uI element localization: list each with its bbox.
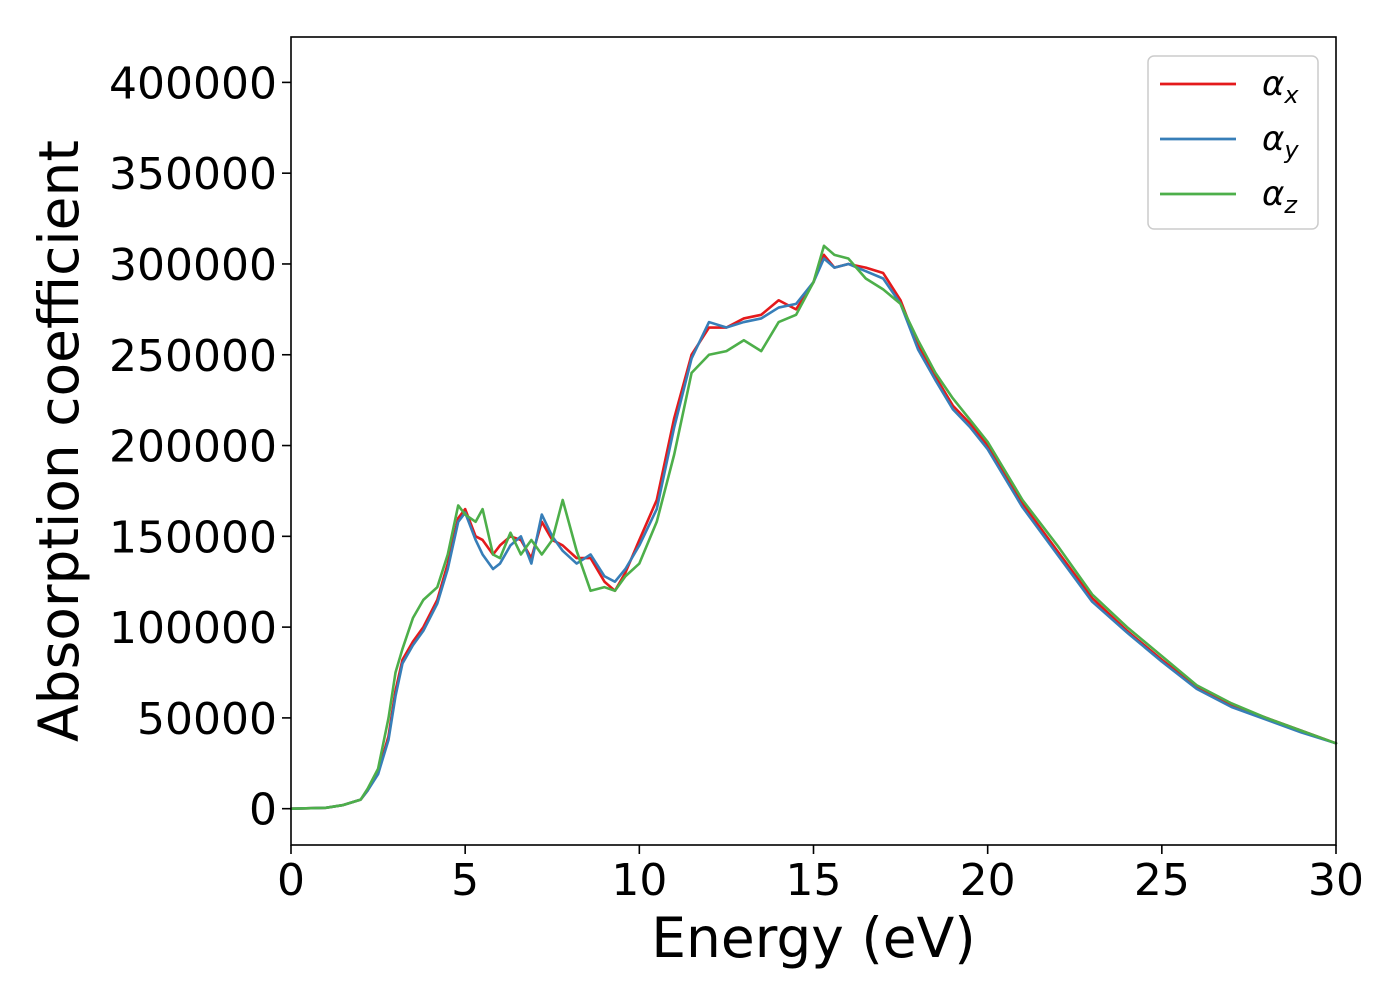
x-tick-label: 20 bbox=[960, 855, 1016, 906]
x-tick-label: 5 bbox=[451, 855, 479, 906]
x-tick-label: 30 bbox=[1308, 855, 1364, 906]
y-tick-label: 0 bbox=[249, 785, 277, 836]
x-tick-label: 15 bbox=[786, 855, 842, 906]
y-tick-label: 350000 bbox=[109, 149, 277, 200]
legend-box bbox=[1147, 55, 1319, 230]
y-axis-label: Absorption coefficient bbox=[27, 140, 91, 742]
x-tick-label: 25 bbox=[1134, 855, 1190, 906]
y-tick-label: 300000 bbox=[109, 240, 277, 291]
y-axis-ticks: 0 50000 100000 150000 200000 250000 300000 3500… bbox=[109, 58, 291, 836]
y-tick-label: 150000 bbox=[109, 512, 277, 563]
y-tick-label: 50000 bbox=[137, 694, 277, 745]
y-tick-label: 100000 bbox=[109, 603, 277, 654]
series-layer bbox=[289, 244, 1338, 810]
legend-label-y: αy bbox=[1262, 119, 1299, 164]
x-axis-label: Energy (eV) bbox=[651, 906, 975, 970]
y-tick-label: 250000 bbox=[109, 331, 277, 382]
series-line-x bbox=[289, 253, 1338, 810]
series-line-z bbox=[289, 244, 1338, 810]
x-tick-label: 10 bbox=[611, 855, 667, 906]
y-tick-label: 400000 bbox=[109, 58, 277, 109]
x-tick-label: 0 bbox=[277, 855, 305, 906]
x-axis-ticks: 0 5 10 15 20 25 30 bbox=[277, 845, 1364, 906]
series-line-y bbox=[289, 257, 1338, 810]
y-tick-label: 200000 bbox=[109, 422, 277, 473]
